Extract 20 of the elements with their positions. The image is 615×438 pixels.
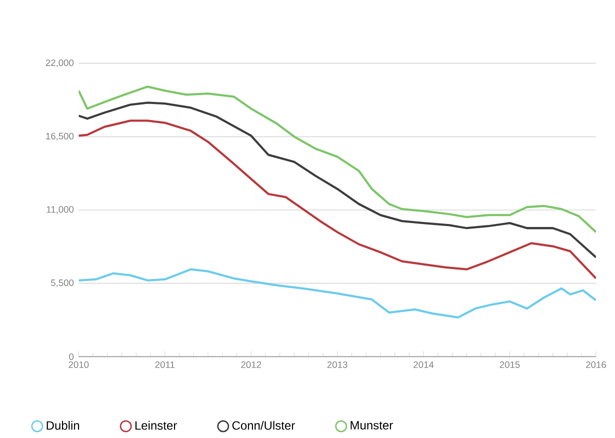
line-series [78, 86, 596, 234]
x-tick-label: 2014 [414, 361, 434, 368]
y-tick-label: 0 [69, 353, 74, 360]
y-tick-label: 11,000 [46, 206, 74, 214]
y-tick-label: 5,500 [50, 279, 74, 288]
y-tick-label: 16,500 [46, 132, 74, 141]
x-tick-label: 2011 [155, 361, 174, 368]
legend-label: Leinster [135, 420, 177, 430]
x-tick-label: 2013 [327, 361, 348, 368]
legend-label: Munster [350, 421, 393, 430]
legend-label: Dublin [46, 420, 80, 430]
x-tick-label: 2016 [586, 361, 606, 368]
x-tick-label: 2015 [500, 361, 520, 368]
x-tick-label: 2012 [241, 361, 262, 368]
line-series [78, 268, 596, 319]
line-series [78, 102, 596, 258]
y-tick-label: 22,000 [46, 59, 74, 68]
x-tick-label: 2010 [68, 361, 89, 368]
legend-label: Conn/Ulster [232, 420, 295, 430]
line-series [78, 120, 596, 280]
